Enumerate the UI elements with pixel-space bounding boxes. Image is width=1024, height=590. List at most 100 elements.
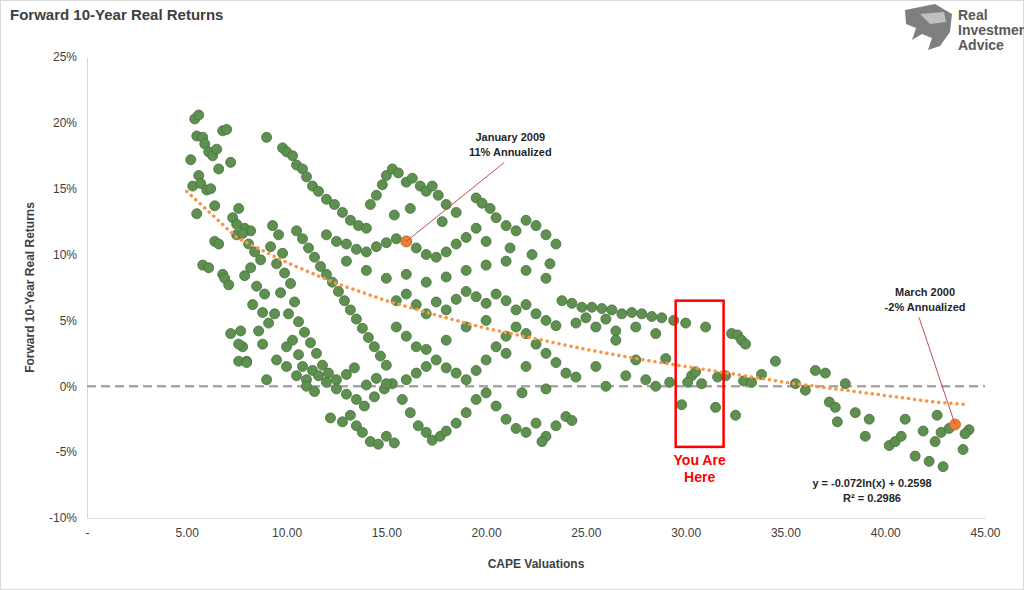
scatter-point <box>421 277 431 287</box>
scatter-point <box>276 288 286 298</box>
scatter-point <box>850 408 860 418</box>
scatter-point <box>401 269 411 279</box>
scatter-point <box>541 230 551 240</box>
scatter-point <box>481 260 491 270</box>
scatter-point <box>298 362 308 372</box>
scatter-point <box>864 414 874 424</box>
scatter-point <box>471 365 481 375</box>
scatter-point <box>232 219 242 229</box>
scatter-point <box>313 186 323 196</box>
scatter-point <box>206 184 216 194</box>
equation-text: y = -0.072ln(x) + 0.2598 <box>812 477 931 489</box>
tick: 15.00 <box>372 518 402 540</box>
scatter-point <box>511 305 521 315</box>
scatter-point <box>551 239 561 249</box>
scatter-point <box>511 423 521 433</box>
scatter-point <box>617 309 627 319</box>
tick: 5% <box>60 314 87 328</box>
scatter-point <box>264 318 274 328</box>
logo-text: Advice <box>958 37 1004 53</box>
scatter-point <box>262 375 272 385</box>
tick-label: 10.00 <box>272 526 302 540</box>
scatter-point <box>258 339 268 349</box>
scatter-point <box>651 381 661 391</box>
scatter-point <box>900 414 910 424</box>
tick-label: 25% <box>53 50 77 64</box>
scatter-point <box>240 271 250 281</box>
scatter-point <box>333 286 343 296</box>
scatter-point <box>571 372 581 382</box>
scatter-point <box>896 431 906 441</box>
scatter-point <box>258 308 268 318</box>
scatter-point <box>361 247 371 257</box>
scatter-series <box>186 110 974 472</box>
scatter-point <box>627 308 637 318</box>
tick: 5.00 <box>176 518 200 540</box>
scatter-point <box>306 338 316 348</box>
scatter-point <box>325 413 335 423</box>
highlight-label: You Are <box>674 452 726 468</box>
scatter-point <box>331 236 341 246</box>
scatter-point <box>411 368 421 378</box>
scatter-point <box>731 410 741 420</box>
scatter-point <box>527 250 537 260</box>
scatter-point <box>337 417 347 427</box>
scatter-point <box>341 369 351 379</box>
scatter-point <box>681 318 691 328</box>
scatter-point <box>557 296 567 306</box>
scatter-point <box>274 230 284 240</box>
tick-label: -10% <box>49 511 77 525</box>
scatter-point <box>393 168 403 178</box>
axis-line <box>88 518 986 519</box>
scatter-point <box>840 379 850 389</box>
scatter-point <box>381 273 391 283</box>
tick-label: 30.00 <box>671 526 701 540</box>
scatter-point <box>657 313 667 323</box>
tick-label: 5% <box>60 314 78 328</box>
scatter-point <box>381 379 391 389</box>
scatter-point <box>441 200 451 210</box>
scatter-point <box>298 234 308 244</box>
scatter-point <box>401 289 411 299</box>
tick: 30.00 <box>671 518 701 540</box>
scatter-point <box>391 322 401 332</box>
scatter-point <box>669 315 679 325</box>
scatter-point <box>270 309 280 319</box>
scatter-point <box>351 314 361 324</box>
scatter-point <box>361 223 371 233</box>
scatter-point <box>621 371 631 381</box>
scatter-point <box>741 339 751 349</box>
scatter-point <box>521 427 531 437</box>
trend-line <box>187 191 969 404</box>
logo-text: Real <box>958 7 988 23</box>
annotation-text: -2% Annualized <box>885 301 966 313</box>
tick-label: 5.00 <box>176 526 200 540</box>
scatter-point <box>551 358 561 368</box>
scatter-point <box>405 408 415 418</box>
scatter-point <box>437 217 447 227</box>
scatter-point <box>292 371 302 381</box>
tick-label: 20% <box>53 116 77 130</box>
scatter-point <box>481 298 491 308</box>
scatter-point <box>272 355 282 365</box>
scatter-point <box>641 375 651 385</box>
scatter-point <box>924 456 934 466</box>
scatter-point <box>531 418 541 428</box>
scatter-point <box>611 326 621 336</box>
tick: 20% <box>53 116 87 130</box>
scatter-point <box>441 272 451 282</box>
scatter-point <box>268 221 278 231</box>
scatter-point <box>371 190 381 200</box>
scatter-point <box>381 431 391 441</box>
tick: 35.00 <box>771 518 801 540</box>
scatter-point <box>683 377 693 387</box>
scatter-point <box>286 279 296 289</box>
scatter-point <box>405 203 415 213</box>
scatter-point <box>451 207 461 217</box>
scatter-point <box>381 360 391 370</box>
scatter-point <box>441 426 451 436</box>
tick-label: 20.00 <box>472 526 502 540</box>
scatter-point <box>451 418 461 428</box>
scatter-point <box>591 362 601 372</box>
scatter-point <box>501 414 511 424</box>
